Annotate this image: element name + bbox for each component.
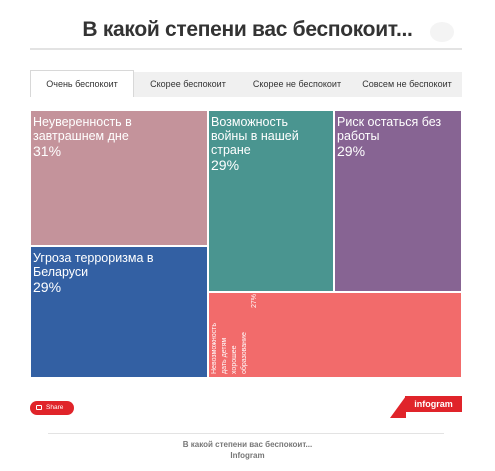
chart-title: В какой степени вас беспокоит... xyxy=(82,18,413,41)
treemap-value: 29% xyxy=(211,157,239,173)
footer-title[interactable]: В какой степени вас беспокоит... xyxy=(182,440,313,449)
treemap-cell[interactable] xyxy=(334,110,462,292)
tab-very-concerned[interactable]: Очень беспокоит xyxy=(30,70,134,97)
treemap-label: Возможность войны в нашей стране xyxy=(211,115,299,157)
menu-dot-icon[interactable] xyxy=(430,22,454,42)
tab-bar: Очень беспокоит Скорее беспокоит Скорее … xyxy=(30,70,462,97)
treemap-cell[interactable] xyxy=(30,110,208,246)
tab-not-concerned[interactable]: Совсем не беспокоит xyxy=(362,79,452,89)
title-divider xyxy=(30,48,462,50)
treemap-value: 29% xyxy=(33,279,61,295)
share-button[interactable]: Share xyxy=(30,401,74,415)
treemap-label: Невозможность дать детям хорошее образовани… xyxy=(211,323,248,374)
treemap-cell[interactable] xyxy=(30,246,208,378)
treemap-value: 31% xyxy=(33,143,61,159)
footer-divider xyxy=(48,433,444,434)
treemap-cell[interactable] xyxy=(208,292,462,378)
footer-brand[interactable]: Infogram xyxy=(230,451,265,460)
treemap-value: 29% xyxy=(337,143,365,159)
tab-rather-not-concerned[interactable]: Скорее не беспокоит xyxy=(252,79,342,89)
brand-flag-tail xyxy=(390,396,406,418)
treemap-value: 27% xyxy=(251,294,258,308)
treemap-cell[interactable] xyxy=(208,110,334,292)
treemap-rotated-label: Невозможность дать детям хорошее образовани… xyxy=(211,294,258,374)
treemap-chart: Неуверенность в завтрашнем дне 31% Возможно… xyxy=(30,110,462,378)
infogram-logo[interactable]: infogram xyxy=(405,396,462,412)
treemap-label: Риск остаться без работы xyxy=(337,115,441,143)
share-icon xyxy=(36,405,42,410)
treemap-label: Неуверенность в завтрашнем дне xyxy=(33,115,132,143)
treemap-label: Угроза терроризма в Беларуси xyxy=(33,251,154,279)
tab-rather-concerned[interactable]: Скорее беспокоит xyxy=(150,79,226,89)
share-label: Share xyxy=(46,404,64,411)
